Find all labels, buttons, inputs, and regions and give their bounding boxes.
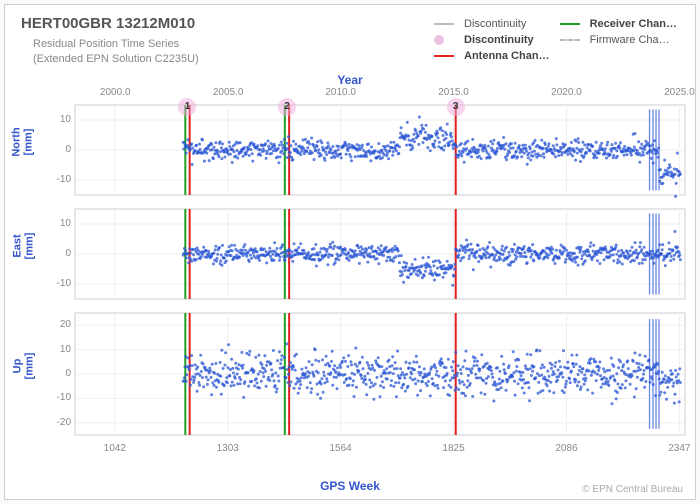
y-tick: 10 [41,344,71,355]
discontinuity-marker: 3 [447,98,465,116]
legend-label: Firmware Cha… [586,33,681,47]
bottom-tick: 1042 [104,443,126,454]
top-tick: 2020.0 [551,87,582,98]
top-tick: 2010.0 [325,87,356,98]
panel-east [75,209,685,299]
y-tick: -20 [41,417,71,428]
y-axis-label: Up[mm] [5,354,41,394]
footer-credit: © EPN Central Bureau [582,484,683,495]
legend-label: Receiver Chan… [586,17,681,31]
discontinuity-marker: 1 [178,98,196,116]
y-tick: -10 [41,174,71,185]
subtitle-line: (Extended EPN Solution C2235U) [33,52,199,67]
discontinuity-marker: 2 [278,98,296,116]
bottom-tick: 2086 [555,443,577,454]
y-tick: -10 [41,392,71,403]
top-tick: 2015.0 [438,87,469,98]
top-axis-label: Year [5,73,695,87]
legend-swatch [430,49,458,63]
subtitle-line: Residual Position Time Series [33,37,199,52]
bottom-tick: 1825 [442,443,464,454]
legend-swatch [430,17,458,31]
y-tick: 10 [41,114,71,125]
legend-label: Discontinuity [460,33,554,47]
y-tick: 10 [41,218,71,229]
top-tick: 2000.0 [100,87,131,98]
bottom-tick: 2347 [668,443,690,454]
y-axis-label: East[mm] [5,234,41,274]
legend-label: Antenna Chan… [460,49,554,63]
legend-swatch [556,17,584,31]
legend-swatch [430,33,458,47]
y-tick: 0 [41,368,71,379]
y-tick: 20 [41,319,71,330]
chart-subtitle: Residual Position Time Series(Extended E… [33,37,199,68]
legend-label: Discontinuity [460,17,554,31]
panel-up [75,313,685,435]
panel-north [75,105,685,195]
top-tick: 2005.0 [213,87,244,98]
y-axis-label: North[mm] [5,130,41,170]
y-tick: 0 [41,248,71,259]
chart-title: HERT00GBR 13212M010 [21,15,195,32]
bottom-tick: 1303 [217,443,239,454]
legend-swatch [556,33,584,47]
y-tick: -10 [41,278,71,289]
y-tick: 0 [41,144,71,155]
bottom-tick: 1564 [330,443,352,454]
chart-frame: HERT00GBR 13212M010 Residual Position Ti… [4,4,696,500]
top-tick: 2025.0 [664,87,695,98]
legend: Discontinuity Receiver Chan… Discontinuity… [428,15,683,65]
